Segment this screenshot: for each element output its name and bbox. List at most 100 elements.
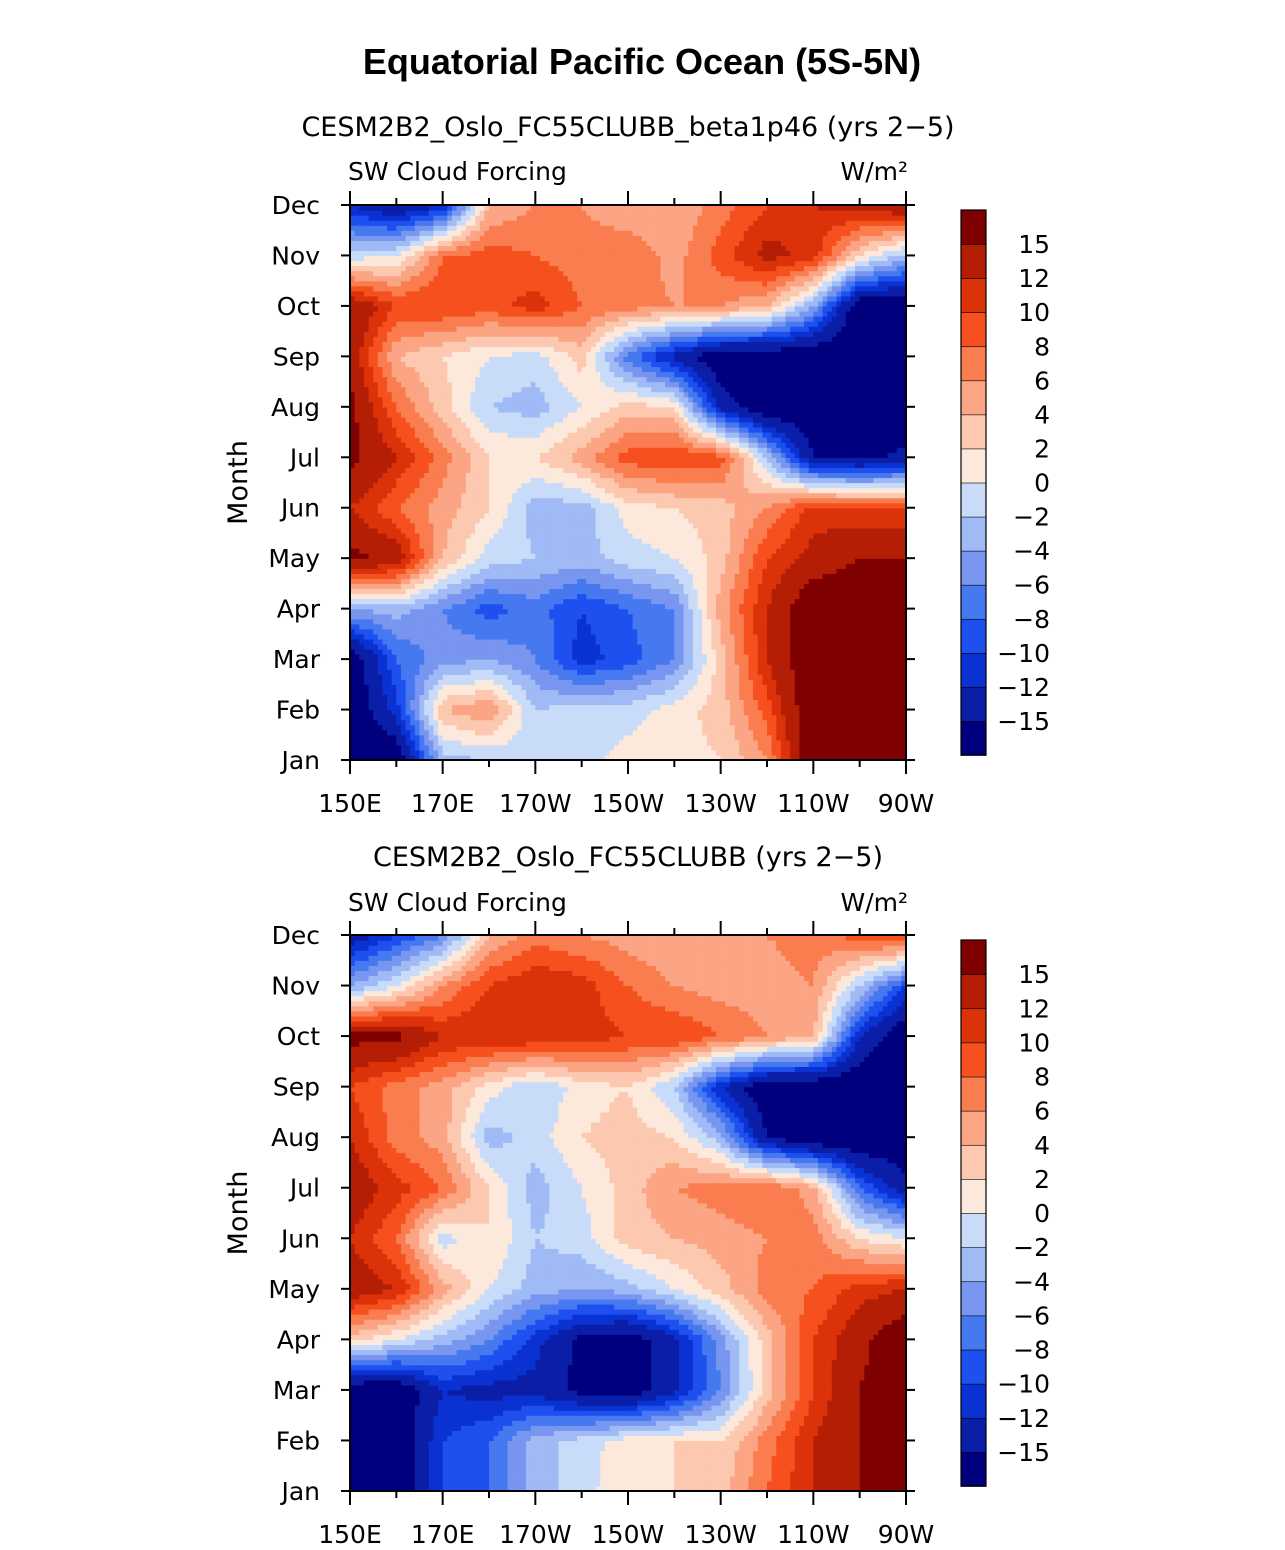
heatmap-cell <box>392 710 397 716</box>
heatmap-cell <box>609 750 614 756</box>
heatmap-cell <box>744 750 749 756</box>
heatmap-cell <box>438 725 443 731</box>
heatmap-cell <box>508 694 513 700</box>
heatmap-cell <box>591 740 596 746</box>
heatmap-cell <box>665 720 670 726</box>
heatmap-cell <box>433 720 438 726</box>
heatmap-cell <box>549 684 554 690</box>
heatmap-cell <box>887 720 892 726</box>
heatmap-cell <box>698 750 703 756</box>
heatmap-cell <box>674 735 679 741</box>
panel-1: CESM2B2_Oslo_FC55CLUBB_beta1p46 (yrs 2−5… <box>223 112 1050 818</box>
heatmap-cell <box>758 745 763 751</box>
heatmap-cell <box>753 735 758 741</box>
heatmap-cell <box>438 745 443 751</box>
heatmap-cell <box>470 684 475 690</box>
heatmap-cell <box>707 750 712 756</box>
heatmap-cell <box>767 750 772 756</box>
heatmap-cell <box>781 750 786 756</box>
heatmap-cell <box>721 745 726 751</box>
heatmap-cell <box>832 715 837 721</box>
heatmap-cell <box>457 730 462 736</box>
heatmap-cell <box>433 689 438 695</box>
heatmap-cell <box>874 684 879 690</box>
heatmap-cell <box>387 679 392 685</box>
heatmap-cell <box>647 710 652 716</box>
heatmap-cell <box>498 750 503 756</box>
heatmap-cell <box>369 689 374 695</box>
heatmap-cell <box>869 694 874 700</box>
heatmap-cell <box>855 720 860 726</box>
heatmap-cell <box>614 705 619 711</box>
heatmap-cell <box>809 740 814 746</box>
heatmap-cell <box>716 740 721 746</box>
heatmap-cell <box>637 705 642 711</box>
heatmap-cell <box>609 699 614 705</box>
heatmap-cell <box>897 699 902 705</box>
heatmap-cell <box>772 725 777 731</box>
heatmap-cell <box>892 684 897 690</box>
figure: Equatorial Pacific Ocean (5S-5N) CESM2B2… <box>0 0 1285 1550</box>
heatmap-cell <box>387 710 392 716</box>
heatmap-cell <box>869 730 874 736</box>
heatmap-cell <box>355 730 360 736</box>
heatmap-cell <box>545 720 550 726</box>
heatmap-cell <box>670 705 675 711</box>
heatmap-cell <box>475 725 480 731</box>
heatmap-cell <box>684 689 689 695</box>
heatmap-cell <box>582 730 587 736</box>
heatmap-cell <box>438 689 443 695</box>
heatmap-cell <box>582 699 587 705</box>
heatmap-cell <box>841 684 846 690</box>
heatmap-cell <box>688 735 693 741</box>
heatmap-cell <box>447 725 452 731</box>
heatmap-cell <box>605 730 610 736</box>
heatmap-cell <box>693 745 698 751</box>
heatmap-cell <box>804 684 809 690</box>
heatmap-cell <box>633 689 638 695</box>
heatmap-cell <box>874 740 879 746</box>
heatmap-cell <box>410 694 415 700</box>
heatmap-cell <box>508 725 513 731</box>
heatmap-cell <box>739 699 744 705</box>
heatmap-cell <box>883 684 888 690</box>
heatmap-cell <box>596 715 601 721</box>
heatmap-cell <box>758 720 763 726</box>
heatmap-cell <box>420 725 425 731</box>
heatmap-cell <box>355 720 360 726</box>
heatmap-cell <box>378 689 383 695</box>
heatmap-cell <box>494 725 499 731</box>
heatmap-cell <box>874 715 879 721</box>
heatmap-cell <box>647 715 652 721</box>
heatmap-cell <box>526 730 531 736</box>
heatmap-cell <box>642 740 647 746</box>
heatmap-cell <box>378 699 383 705</box>
heatmap-cell <box>470 694 475 700</box>
heatmap-cell <box>684 699 689 705</box>
heatmap-cell <box>674 715 679 721</box>
heatmap-cell <box>786 689 791 695</box>
heatmap-cell <box>582 720 587 726</box>
heatmap-cell <box>651 720 656 726</box>
heatmap-cell <box>452 699 457 705</box>
heatmap-cell <box>406 705 411 711</box>
heatmap-cell <box>892 694 897 700</box>
heatmap-cell <box>772 694 777 700</box>
heatmap-cell <box>392 715 397 721</box>
heatmap-cell <box>767 745 772 751</box>
heatmap-cell <box>484 684 489 690</box>
heatmap-cell <box>744 725 749 731</box>
heatmap-cell <box>628 710 633 716</box>
heatmap-cell <box>443 694 448 700</box>
heatmap-cell <box>452 740 457 746</box>
heatmap-cell <box>748 735 753 741</box>
heatmap-cell <box>748 699 753 705</box>
heatmap-cell <box>874 750 879 756</box>
heatmap-cell <box>846 694 851 700</box>
heatmap-cell <box>795 750 800 756</box>
heatmap-cell <box>721 699 726 705</box>
heatmap-cell <box>670 720 675 726</box>
heatmap-cell <box>466 740 471 746</box>
heatmap-cell <box>730 684 735 690</box>
heatmap-cell <box>707 745 712 751</box>
